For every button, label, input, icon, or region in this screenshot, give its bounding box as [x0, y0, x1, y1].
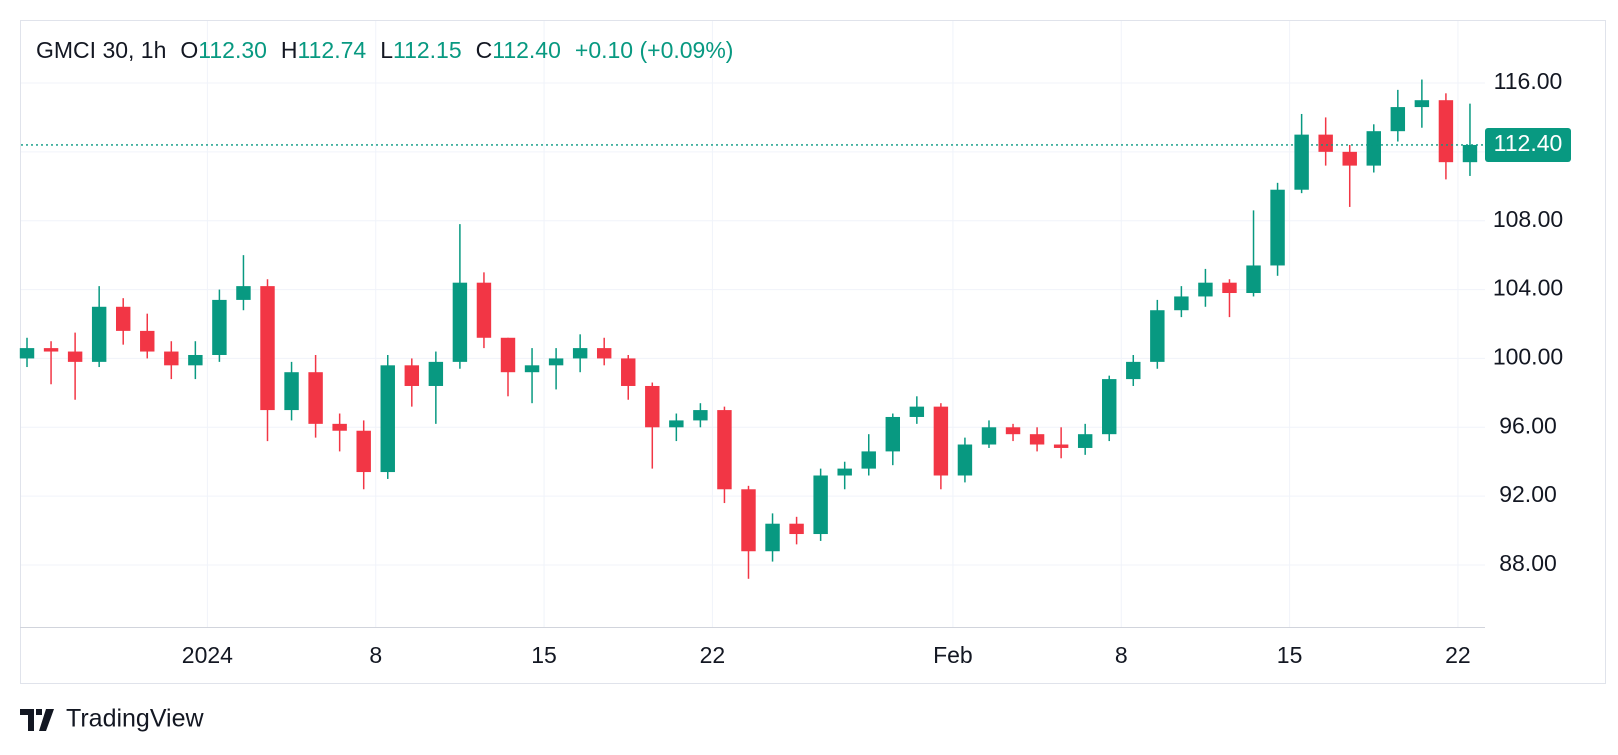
x-tick-label: 2024 — [182, 642, 233, 668]
candle-body — [500, 337, 516, 373]
candle-body — [1150, 310, 1165, 362]
candle-body — [1294, 134, 1309, 190]
candle-body — [957, 444, 973, 476]
candle-body — [548, 358, 564, 366]
candle-body — [1462, 144, 1478, 163]
candle-body — [1366, 131, 1381, 166]
candle-body — [164, 351, 179, 366]
header: GMCI 30, 1h O112.30 H112.74 L112.15 C112.40 +… — [36, 37, 733, 63]
candle-body — [621, 358, 636, 386]
candle-body — [1174, 296, 1189, 311]
candle-body — [428, 361, 444, 386]
candle-body — [1029, 434, 1045, 445]
candle-body — [933, 406, 949, 476]
candle-body — [885, 416, 901, 452]
candle-body — [1246, 265, 1261, 294]
candle-body — [260, 286, 275, 411]
candle-body — [1318, 134, 1333, 152]
y-tick-label: 88.00 — [1499, 550, 1557, 576]
candle-body — [43, 348, 59, 352]
candle-body — [981, 427, 997, 445]
candle-body — [1270, 189, 1285, 266]
candle-body — [1222, 282, 1237, 294]
high: 112.74 — [298, 37, 367, 63]
candle-body — [524, 365, 540, 373]
candle-body — [476, 282, 492, 338]
candle-body — [1342, 151, 1357, 166]
x-tick-label: 15 — [1277, 642, 1303, 668]
candle-body — [236, 286, 251, 300]
candle-body — [332, 423, 347, 431]
x-tick-label: Feb — [933, 642, 973, 668]
y-tick-label: 92.00 — [1499, 481, 1557, 507]
y-tick-label: 116.00 — [1494, 68, 1563, 94]
candle-body — [909, 406, 925, 417]
l-label: L — [380, 37, 393, 63]
low: 112.15 — [393, 37, 462, 63]
candle-body — [645, 385, 660, 428]
open: 112.30 — [198, 37, 267, 63]
candle-body — [1102, 379, 1117, 435]
candle-body — [188, 354, 203, 366]
candle-body — [1053, 444, 1069, 448]
candle-body — [380, 365, 395, 473]
candle-body — [1414, 100, 1430, 108]
candle-body — [572, 348, 588, 359]
candle-body — [693, 410, 708, 421]
candle-body — [91, 306, 107, 362]
candle-body — [19, 348, 35, 359]
change: +0.10 (+0.09%) — [575, 37, 734, 63]
candle-body — [1198, 282, 1213, 297]
x-tick-label: 22 — [1445, 642, 1471, 668]
candle-body — [837, 468, 852, 476]
candle-body — [813, 475, 828, 535]
candle-body — [789, 523, 804, 535]
candle-body — [1005, 427, 1021, 435]
candle-body — [861, 451, 876, 469]
x-tick-label: 8 — [1115, 642, 1128, 668]
y-tick-label: 96.00 — [1499, 412, 1557, 438]
candle-body — [1077, 434, 1093, 448]
close: 112.40 — [492, 37, 561, 63]
o-label: O — [180, 37, 198, 63]
candle-body — [1390, 107, 1406, 132]
y-tick-label: 100.00 — [1493, 344, 1563, 370]
h-label: H — [281, 37, 298, 63]
x-tick-label: 8 — [369, 642, 382, 668]
candle-body — [1438, 100, 1454, 163]
brand: TradingView — [66, 705, 205, 733]
y-tick-label: 108.00 — [1493, 206, 1563, 232]
candle-body — [212, 299, 227, 355]
c-label: C — [476, 37, 493, 63]
x-tick-label: 15 — [531, 642, 557, 668]
last-price-label: 112.40 — [1494, 130, 1563, 156]
candle-body — [308, 372, 323, 424]
candle-body — [284, 372, 299, 411]
candle-body — [356, 430, 371, 473]
frame — [20, 20, 1606, 684]
logo — [20, 709, 54, 731]
candle-body — [67, 351, 83, 362]
y-tick-label: 104.00 — [1493, 275, 1563, 301]
candle-body — [1126, 361, 1141, 380]
x-tick-label: 22 — [700, 642, 726, 668]
last-price-badge — [1485, 127, 1571, 162]
candle-body — [140, 330, 155, 352]
candle-body — [404, 365, 420, 386]
candle-body — [452, 282, 468, 362]
candle-body — [717, 410, 732, 490]
candle-body — [115, 306, 131, 331]
candle-body — [741, 489, 756, 552]
symbol: GMCI 30, 1h — [36, 37, 166, 63]
candle-body — [765, 523, 780, 552]
candle-body — [669, 420, 684, 428]
candle-body — [596, 348, 612, 359]
